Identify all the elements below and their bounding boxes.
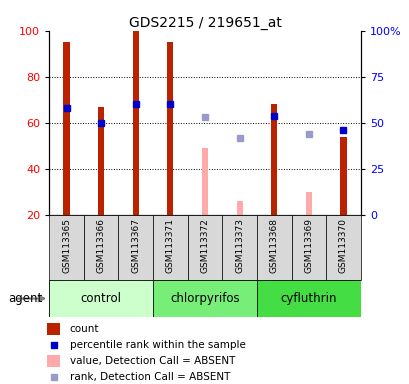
Title: GDS2215 / 219651_at: GDS2215 / 219651_at (128, 16, 281, 30)
Text: GSM113372: GSM113372 (200, 218, 209, 273)
FancyBboxPatch shape (291, 215, 326, 280)
Text: GSM113368: GSM113368 (269, 218, 278, 273)
FancyBboxPatch shape (153, 215, 187, 280)
Text: cyfluthrin: cyfluthrin (280, 292, 336, 305)
FancyBboxPatch shape (326, 215, 360, 280)
Bar (133, 31, 139, 215)
Text: GSM113365: GSM113365 (62, 218, 71, 273)
FancyBboxPatch shape (222, 215, 256, 280)
Text: chlorpyrifos: chlorpyrifos (170, 292, 239, 305)
Bar (98, 107, 104, 215)
Text: control: control (81, 292, 121, 305)
Text: rank, Detection Call = ABSENT: rank, Detection Call = ABSENT (70, 372, 229, 382)
FancyBboxPatch shape (49, 215, 83, 280)
Bar (305, 192, 311, 215)
Bar (201, 148, 208, 215)
FancyBboxPatch shape (256, 215, 291, 280)
Text: value, Detection Call = ABSENT: value, Detection Call = ABSENT (70, 356, 235, 366)
Text: GSM113369: GSM113369 (303, 218, 312, 273)
Bar (339, 137, 346, 215)
Text: GSM113371: GSM113371 (166, 218, 175, 273)
Text: agent: agent (8, 292, 43, 305)
Bar (47, 323, 60, 335)
FancyBboxPatch shape (187, 215, 222, 280)
Bar (47, 355, 60, 367)
Bar (63, 42, 70, 215)
Bar (153, 280, 256, 317)
Bar (256, 280, 360, 317)
Bar (167, 42, 173, 215)
Text: GSM113370: GSM113370 (338, 218, 347, 273)
Bar (49, 280, 153, 317)
Text: count: count (70, 324, 99, 334)
Text: percentile rank within the sample: percentile rank within the sample (70, 340, 245, 350)
Bar (270, 104, 276, 215)
Text: GSM113366: GSM113366 (97, 218, 106, 273)
Text: GSM113367: GSM113367 (131, 218, 140, 273)
Text: GSM113373: GSM113373 (234, 218, 243, 273)
FancyBboxPatch shape (118, 215, 153, 280)
Bar (236, 201, 242, 215)
FancyBboxPatch shape (83, 215, 118, 280)
